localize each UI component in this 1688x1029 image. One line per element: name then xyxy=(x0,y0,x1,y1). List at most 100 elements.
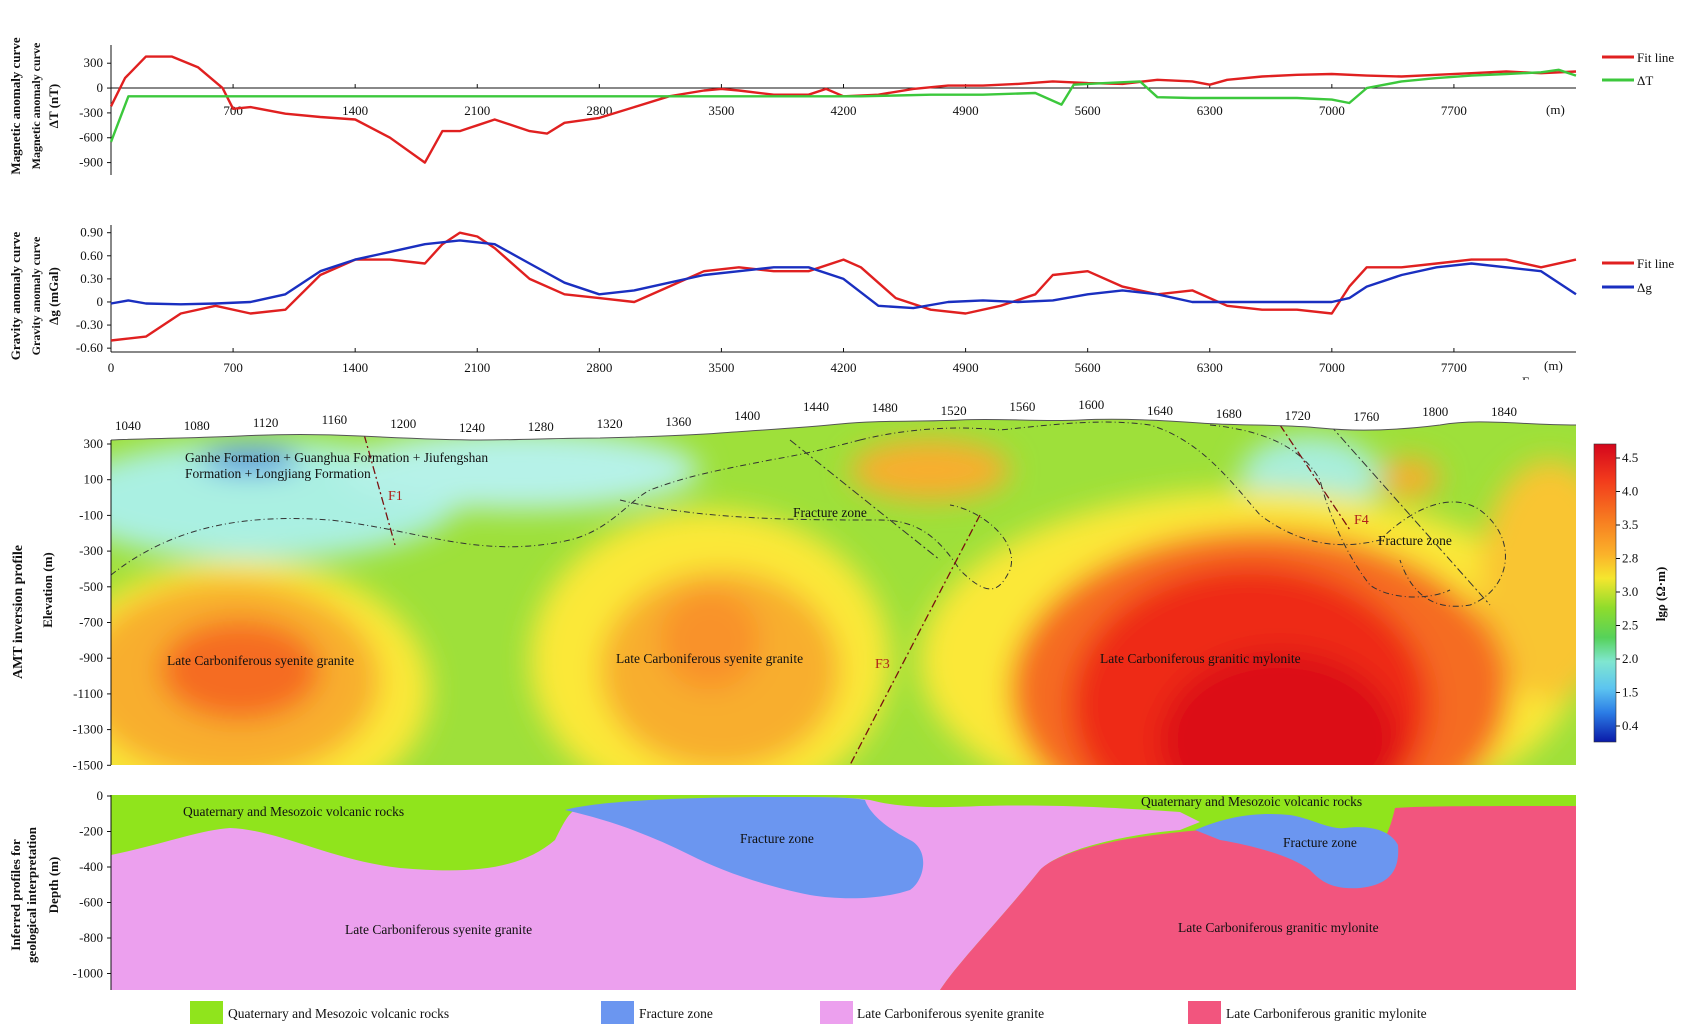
x-tick-label: 5600 xyxy=(1075,103,1101,118)
series-line-1 xyxy=(110,239,1577,310)
gravity-ylabel-2: Gravity anomaly curve xyxy=(29,236,43,355)
gravity-legend: Fit line Δg xyxy=(1602,256,1674,295)
x-tick-label: 7000 xyxy=(1319,103,1345,118)
interp-y-tick-label: -200 xyxy=(79,824,103,839)
interp-ylabel: Depth (m) xyxy=(46,857,61,914)
station-label: 1720 xyxy=(1285,408,1311,423)
interp-y-tick-label: -400 xyxy=(79,859,103,874)
y-tick-label: 0 xyxy=(97,294,104,309)
y-tick-label: 0.30 xyxy=(80,271,103,286)
colorbar-tick-label: 2.8 xyxy=(1622,551,1638,566)
station-label: 1040 xyxy=(115,418,141,433)
amt-stations: 1040 1080 1120 1160 1200 1240 1280 1320 1360 1400… xyxy=(115,397,1517,435)
gravity-axes: 0.90 0.60 0.30 0 -0.30 -0.60 0 700 1400 2100 2800 3… xyxy=(76,225,1576,375)
amt-colorbar-label: lgρ (Ω·m) xyxy=(1653,567,1668,622)
station-label: 1520 xyxy=(941,403,967,418)
legend-swatch-volcanic xyxy=(190,1001,223,1024)
station-label: 1120 xyxy=(253,415,279,430)
series-line-1 xyxy=(109,68,1577,143)
amt-y-tick-label: -700 xyxy=(79,615,103,630)
amt-topography-mask xyxy=(111,380,1576,440)
interp-title-2: geological interpretation xyxy=(24,826,39,963)
amt-annotation-syenite-2: Late Carboniferous syenite granite xyxy=(616,651,803,666)
legend-swatch-fracture xyxy=(601,1001,634,1024)
station-label: 1800 xyxy=(1422,404,1448,419)
station-label: 1160 xyxy=(322,412,348,427)
amt-y-tick-label: -500 xyxy=(79,579,103,594)
amt-y-tick-label: -1300 xyxy=(73,722,103,737)
amt-colorbar-ticks: 4.5 4.0 3.5 2.8 3.0 2.5 2.0 1.5 0.4 xyxy=(1616,450,1639,733)
colorbar-tick-label: 4.5 xyxy=(1622,450,1638,465)
y-tick-label: 300 xyxy=(84,55,104,70)
x-tick-label: 7700 xyxy=(1441,360,1467,375)
interp-fracture-2 xyxy=(1195,813,1399,889)
gravity-panel: Gravity anomaly curve Gravity anomaly cu… xyxy=(8,225,1674,375)
station-label: 1280 xyxy=(528,419,554,434)
magnetic-ylabel-1: Magnetic anomaly curve xyxy=(8,37,23,174)
interp-y-axis: 0 -200 -400 -600 -800 -1000 xyxy=(73,788,112,990)
amt-panel: AMT inversion profile Elevation (m) E xyxy=(11,374,1668,772)
x-tick-label: 5600 xyxy=(1075,360,1101,375)
colorbar-tick-label: 2.5 xyxy=(1622,618,1638,633)
gravity-legend-dg-label: Δg xyxy=(1637,280,1652,295)
amt-annotation-formation-2: Formation + Longjiang Formation xyxy=(185,466,371,481)
x-tick-label: 2800 xyxy=(586,360,612,375)
amt-annotation-fracture-2: Fracture zone xyxy=(1378,533,1452,548)
x-tick-label: 4900 xyxy=(953,103,979,118)
bottom-legend: Quaternary and Mesozoic volcanic rocks F… xyxy=(190,1001,1427,1024)
colorbar-tick-label: 1.5 xyxy=(1622,685,1638,700)
gravity-lines xyxy=(110,231,1577,342)
amt-ylabel: Elevation (m) xyxy=(40,552,55,627)
station-label: 1560 xyxy=(1009,399,1035,414)
y-tick-label: -600 xyxy=(79,130,103,145)
x-tick-label: 2100 xyxy=(464,360,490,375)
y-tick-label: -300 xyxy=(79,105,103,120)
x-tick-label: 6300 xyxy=(1197,360,1223,375)
gravity-legend-fit-label: Fit line xyxy=(1637,256,1674,271)
interp-syenite xyxy=(111,797,1200,990)
amt-annotation-F1: F1 xyxy=(388,489,403,504)
x-tick-label: 700 xyxy=(223,103,243,118)
x-tick-label: 7700 xyxy=(1441,103,1467,118)
amt-y-axis: 300 100 -100 -300 -500 -700 -900 -1100 -1300 -150… xyxy=(73,436,112,772)
station-label: 1400 xyxy=(734,408,760,423)
legend-label-syenite: Late Carboniferous syenite granite xyxy=(857,1006,1044,1021)
station-label: 1640 xyxy=(1147,403,1173,418)
amt-annotation-syenite-1: Late Carboniferous syenite granite xyxy=(167,653,354,668)
interp-y-tick-label: 0 xyxy=(97,788,104,803)
magnetic-panel: Magnetic anomaly curve Magnetic anomaly … xyxy=(8,37,1674,175)
magnetic-legend-fit-label: Fit line xyxy=(1637,50,1674,65)
interp-y-tick-label: -800 xyxy=(79,930,103,945)
x-tick-label: 1400 xyxy=(342,360,368,375)
magnetic-legend: Fit line ΔT xyxy=(1602,50,1674,88)
interpretation-panel: Inferred profiles for geological interpr… xyxy=(8,788,1576,990)
interp-title-1: Inferred profiles for xyxy=(8,839,23,951)
amt-title: AMT inversion profile xyxy=(11,545,26,679)
amt-annotation-F4: F4 xyxy=(1354,513,1369,528)
colorbar-tick-label: 4.0 xyxy=(1622,484,1638,499)
station-label: 1320 xyxy=(597,416,623,431)
x-tick-label: 7000 xyxy=(1319,360,1345,375)
amt-annotation-mylonite: Late Carboniferous granitic mylonite xyxy=(1100,651,1301,666)
station-label: 1600 xyxy=(1078,397,1104,412)
gravity-x-unit: (m) xyxy=(1544,358,1563,373)
colorbar-tick-label: 3.5 xyxy=(1622,517,1638,532)
interp-y-tick-label: -1000 xyxy=(73,966,103,981)
series-line-0 xyxy=(110,231,1577,342)
legend-swatch-syenite xyxy=(820,1001,853,1024)
y-tick-label: -0.60 xyxy=(76,340,103,355)
gravity-ylabel-3: Δg (mGal) xyxy=(46,267,61,325)
station-label: 1240 xyxy=(459,420,485,435)
interp-fracture-1 xyxy=(565,797,924,899)
x-tick-label: 6300 xyxy=(1197,103,1223,118)
magnetic-lines xyxy=(109,55,1577,164)
x-tick-label: 4200 xyxy=(831,103,857,118)
interp-mylonite xyxy=(940,806,1576,990)
magnetic-x-unit: (m) xyxy=(1546,102,1565,117)
colorbar-tick-label: 3.0 xyxy=(1622,584,1638,599)
x-tick-label: 3500 xyxy=(708,103,734,118)
station-label: 1760 xyxy=(1353,409,1379,424)
amt-y-tick-label: -1500 xyxy=(73,757,103,772)
y-tick-label: -0.30 xyxy=(76,317,103,332)
